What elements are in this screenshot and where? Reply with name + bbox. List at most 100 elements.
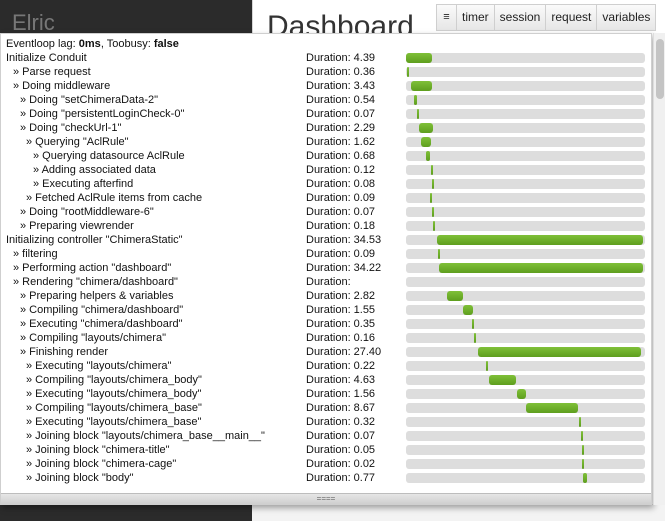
timer-row-label: » Joining block "layouts/chimera_base__m… [26,430,265,442]
duration-value: 8.67 [353,402,376,414]
timer-bar-track [406,389,645,399]
timer-row-label: » Performing action "dashboard" [13,262,172,274]
timer-bar-fill [436,235,643,245]
timer-row-label: » Joining block "chimera-title" [26,444,170,456]
duration-label: Duration: [306,94,351,106]
duration-value: 1.56 [353,388,376,400]
scrollbar-thumb[interactable] [656,39,664,99]
timer-bar-fill [411,81,432,91]
duration-value: 0.68 [353,150,376,162]
toobusy-value: false [153,38,179,50]
timer-row-duration: Duration: 34.22 [306,261,381,275]
eventloop-status: Eventloop lag: 0ms, Toobusy: false [6,38,179,50]
timer-row-label: » filtering [13,248,58,260]
timer-row-label: » Joining block "body" [26,472,134,484]
duration-value: 2.82 [353,290,376,302]
timer-row-label: » Executing "layouts/chimera_base" [26,416,202,428]
timer-row-duration: Duration: 3.43 [306,79,375,93]
timer-row-label: » Querying datasource AclRule [33,150,185,162]
timer-bar-fill [429,193,432,203]
timer-bar-track [406,431,645,441]
toolbar-button-variables[interactable]: variables [597,5,657,30]
timer-bar-track [406,417,645,427]
timer-bar-track [406,137,645,147]
scrollbar[interactable] [653,33,665,505]
toolbar-button-request[interactable]: request [546,5,598,30]
timer-bar-fill [446,291,464,301]
timer-bar-fill [477,347,642,357]
timer-row-duration: Duration: 2.29 [306,121,375,135]
timer-row-duration: Duration: 0.02 [306,457,375,471]
duration-value: 0.07 [353,108,376,120]
eventloop-lag-label: Eventloop lag: [6,38,76,50]
timer-bar-track [406,53,645,63]
timer-row-duration: Duration: 0.54 [306,93,375,107]
duration-label: Duration: [306,262,351,274]
timer-bar-fill [431,179,434,189]
timer-row: » Doing "persistentLoginCheck-0" Duration… [1,107,651,121]
timer-row-label: » Fetched AclRule items from cache [26,192,203,204]
timer-bar-track [406,193,645,203]
timer-bar-track [406,473,645,483]
timer-bar-track [406,305,645,315]
brand-logo-text[interactable]: Elric [12,10,55,35]
timer-row-duration: Duration: 0.09 [306,191,375,205]
timer-row-duration: Duration: [306,275,354,289]
timer-row: » Executing "layouts/chimera_base" Durati… [1,415,651,429]
duration-value: 0.22 [353,360,376,372]
timer-row: » Executing afterfind Duration: 0.08 [1,177,651,191]
timer-bar-fill [581,431,584,441]
timer-row-label: » Preparing viewrender [20,220,134,232]
duration-label: Duration: [306,388,351,400]
timer-bar-track [406,263,645,273]
timer-row: » Preparing viewrender Duration: 0.18 [1,219,651,233]
duration-label: Duration: [306,290,351,302]
timer-row-duration: Duration: 0.22 [306,359,375,373]
timer-row-duration: Duration: 1.62 [306,135,375,149]
timer-row-duration: Duration: 1.56 [306,387,375,401]
timer-row-label: Initialize Conduit [6,52,87,64]
timer-bar-fill [474,333,477,343]
timer-row: » Executing "layouts/chimera_body" Durati… [1,387,651,401]
debug-toolbar: ≡ timer session request variables [436,4,657,31]
timer-bar-track [406,207,645,217]
timer-row-duration: Duration: 0.07 [306,107,375,121]
timer-bar-track [406,347,645,357]
timer-row-duration: Duration: 0.16 [306,331,375,345]
duration-label: Duration: [306,360,351,372]
timer-row-duration: Duration: 0.07 [306,205,375,219]
timer-bar-track [406,459,645,469]
timer-bar-track [406,333,645,343]
timer-row-label: » Doing "persistentLoginCheck-0" [20,108,185,120]
timer-row-label: » Compiling "chimera/dashboard" [20,304,184,316]
menu-icon[interactable]: ≡ [437,5,457,30]
timer-row: » Rendering "chimera/dashboard" Duration: [1,275,651,289]
panel-resize-handle[interactable]: ==== [1,493,651,504]
timer-row-label: » Preparing helpers & variables [20,290,174,302]
timer-bar-track [406,123,645,133]
duration-value: 0.77 [353,472,376,484]
timer-row: » Querying datasource AclRule Duration: 0.… [1,149,651,163]
duration-label: Duration: [306,52,351,64]
timer-row: » Joining block "chimera-cage" Duration: 0… [1,457,651,471]
duration-label: Duration: [306,150,351,162]
duration-label: Duration: [306,416,351,428]
duration-label: Duration: [306,332,351,344]
timer-row: » Doing middleware Duration: 3.43 [1,79,651,93]
duration-label: Duration: [306,80,351,92]
timer-row-label: » Querying "AclRule" [26,136,129,148]
toolbar-button-timer[interactable]: timer [457,5,495,30]
timer-row: » Compiling "layouts/chimera" Duration: 0.… [1,331,651,345]
timer-bar-fill [486,361,489,371]
timer-row: » Doing "rootMiddleware-6" Duration: 0.07 [1,205,651,219]
duration-value: 1.62 [353,136,376,148]
timer-row-label: » Executing "chimera/dashboard" [20,318,183,330]
duration-value: 34.22 [353,262,382,274]
duration-value: 0.02 [353,458,376,470]
duration-label: Duration: [306,346,351,358]
timer-row: » Doing "checkUrl-1" Duration: 2.29 [1,121,651,135]
timer-bar-track [406,319,645,329]
toolbar-button-session[interactable]: session [494,5,547,30]
timer-bar-fill [407,67,410,77]
timer-row-duration: Duration: 0.05 [306,443,375,457]
